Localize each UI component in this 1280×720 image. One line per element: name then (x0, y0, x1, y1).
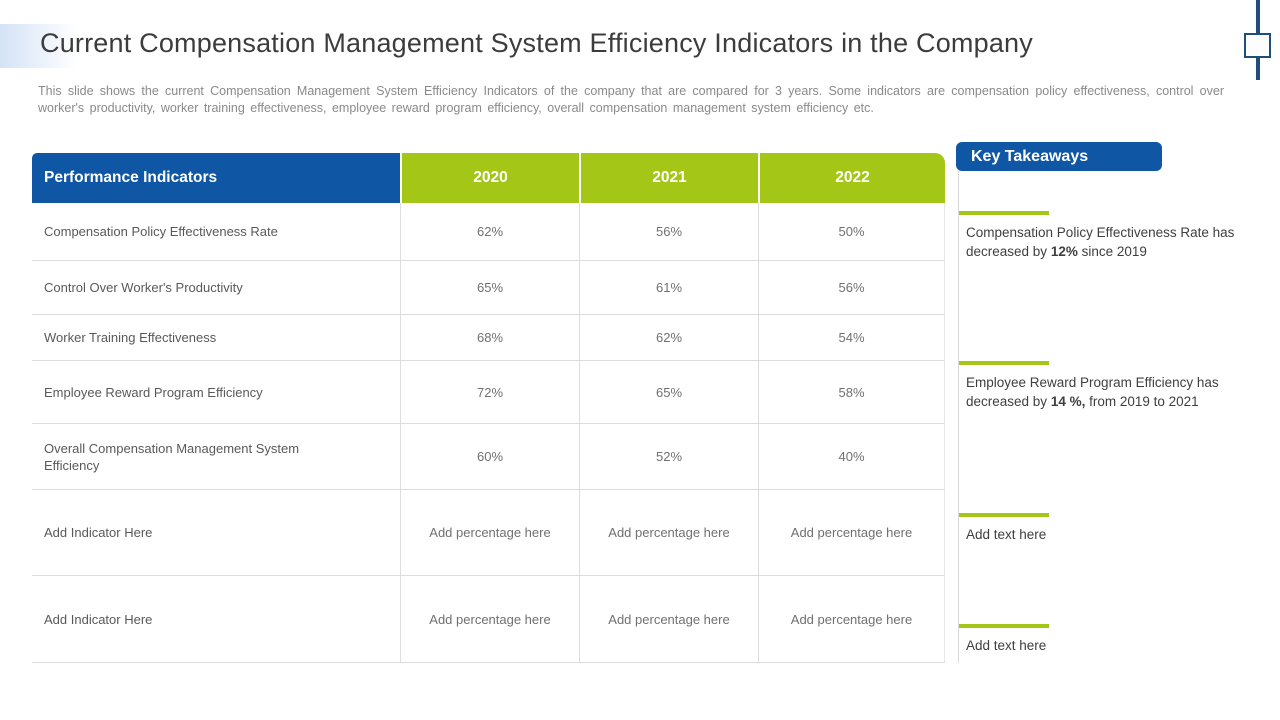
green-accent-line (959, 361, 1049, 365)
title-accent-gradient (0, 24, 78, 68)
indicator-cell: Overall Compensation Management System E… (44, 440, 300, 473)
header-2022: 2022 (758, 153, 945, 203)
corner-square-marker (1244, 33, 1271, 58)
table-row: Employee Reward Program Efficiency 72% 6… (32, 361, 945, 424)
key-takeaways-title: Key Takeaways (956, 142, 1162, 171)
add-percentage-placeholder[interactable]: Add percentage here (758, 576, 945, 662)
takeaway-text: Employee Reward Program Efficiency has d… (966, 375, 1219, 409)
takeaway-item: Compensation Policy Effectiveness Rate h… (959, 211, 1249, 261)
table-row-placeholder: Add Indicator Here Add percentage here A… (32, 490, 945, 576)
key-takeaways-panel: Compensation Policy Effectiveness Rate h… (958, 171, 1260, 663)
takeaway-text: Compensation Policy Effectiveness Rate h… (966, 225, 1235, 259)
performance-indicators-table: Performance Indicators 2020 2021 2022 Co… (32, 153, 945, 663)
green-accent-line (959, 211, 1049, 215)
add-indicator-placeholder[interactable]: Add Indicator Here (44, 611, 153, 627)
value-cell: 56% (579, 203, 758, 260)
add-percentage-placeholder[interactable]: Add percentage here (400, 576, 579, 662)
value-cell: 72% (400, 361, 579, 423)
value-cell: 56% (758, 261, 945, 314)
green-accent-line (959, 513, 1049, 517)
table-row: Worker Training Effectiveness 68% 62% 54… (32, 315, 945, 361)
value-cell: 68% (400, 315, 579, 360)
add-percentage-placeholder[interactable]: Add percentage here (758, 490, 945, 575)
add-percentage-placeholder[interactable]: Add percentage here (579, 576, 758, 662)
takeaway-item: Employee Reward Program Efficiency has d… (959, 361, 1249, 411)
table-row-placeholder: Add Indicator Here Add percentage here A… (32, 576, 945, 663)
value-cell: 65% (400, 261, 579, 314)
value-cell: 65% (579, 361, 758, 423)
header-2021: 2021 (579, 153, 758, 203)
add-text-placeholder[interactable]: Add text here (966, 638, 1047, 653)
value-cell: 62% (400, 203, 579, 260)
add-text-placeholder[interactable]: Add text here (966, 527, 1047, 542)
value-cell: 61% (579, 261, 758, 314)
add-percentage-placeholder[interactable]: Add percentage here (579, 490, 758, 575)
value-cell: 40% (758, 424, 945, 489)
value-cell: 62% (579, 315, 758, 360)
indicator-cell: Employee Reward Program Efficiency (44, 384, 263, 400)
value-cell: 58% (758, 361, 945, 423)
table-row: Compensation Policy Effectiveness Rate 6… (32, 203, 945, 261)
indicator-cell: Compensation Policy Effectiveness Rate (44, 224, 278, 239)
indicator-cell: Control Over Worker's Productivity (44, 280, 243, 295)
add-percentage-placeholder[interactable]: Add percentage here (400, 490, 579, 575)
page-title: Current Compensation Management System E… (40, 28, 1033, 58)
value-cell: 60% (400, 424, 579, 489)
header-performance-indicators: Performance Indicators (32, 153, 400, 203)
table-header-row: Performance Indicators 2020 2021 2022 (32, 153, 945, 203)
takeaway-item-placeholder: Add text here (959, 513, 1249, 544)
header-2020: 2020 (400, 153, 579, 203)
table-row: Control Over Worker's Productivity 65% 6… (32, 261, 945, 315)
value-cell: 52% (579, 424, 758, 489)
slide-description: This slide shows the current Compensatio… (38, 84, 1224, 115)
value-cell: 50% (758, 203, 945, 260)
value-cell: 54% (758, 315, 945, 360)
green-accent-line (959, 624, 1049, 628)
table-row: Overall Compensation Management System E… (32, 424, 945, 490)
add-indicator-placeholder[interactable]: Add Indicator Here (44, 525, 153, 540)
indicator-cell: Worker Training Effectiveness (44, 330, 217, 345)
takeaway-item-placeholder: Add text here (959, 624, 1249, 655)
